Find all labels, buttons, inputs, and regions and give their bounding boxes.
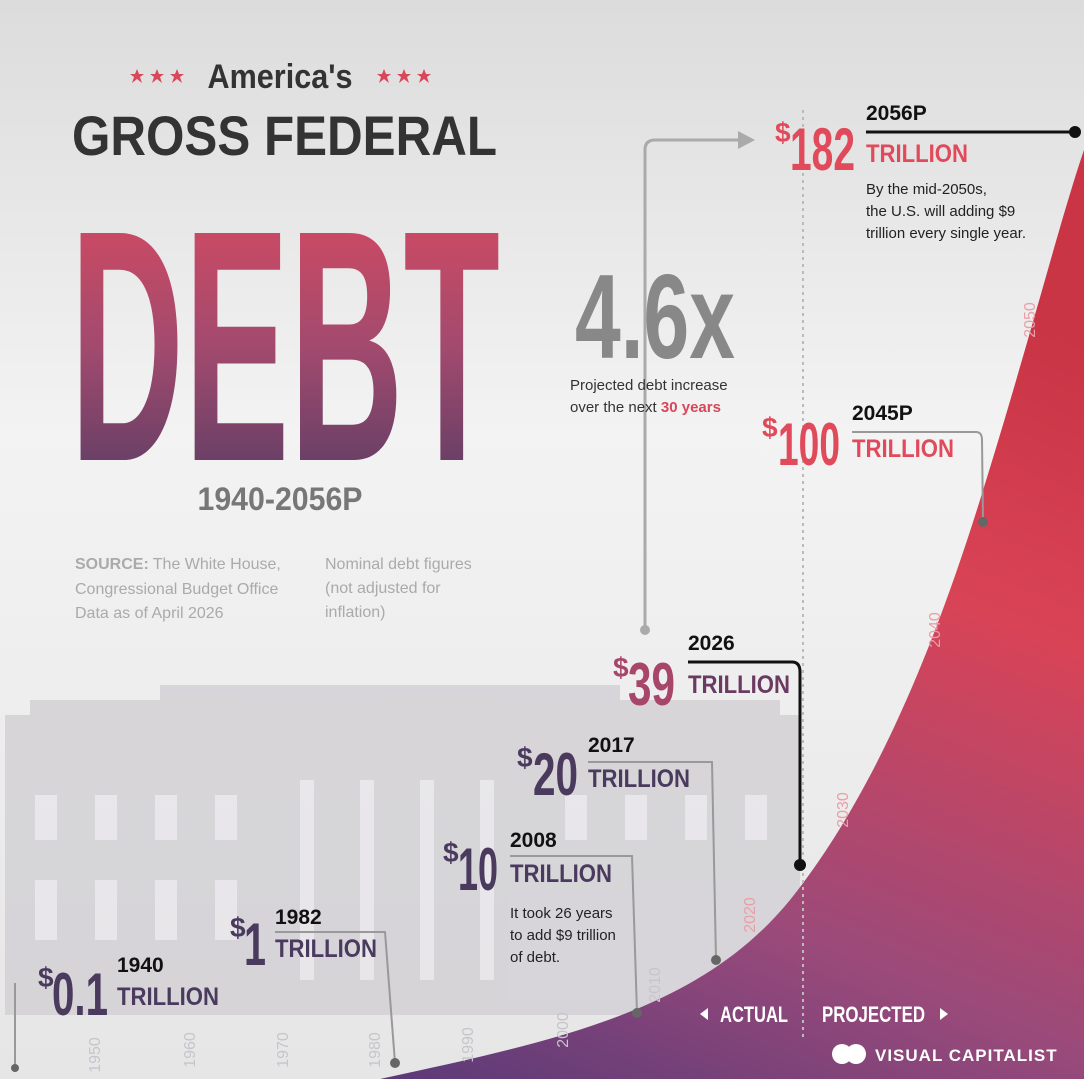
amount: 182 xyxy=(790,116,855,183)
source-line: SOURCE: The White House, xyxy=(75,556,281,573)
unit: TRILLION xyxy=(117,983,219,1011)
currency: $ xyxy=(762,412,778,443)
milestone-note: to add $9 trillion xyxy=(510,927,616,944)
left-arrow xyxy=(700,1008,708,1020)
source-text: The White House, xyxy=(153,556,281,573)
milestone-note: of debt. xyxy=(510,949,560,966)
year: 2056P xyxy=(866,102,927,125)
multiplier: 4.6x xyxy=(575,250,735,384)
arrow-dot xyxy=(640,625,650,635)
connector xyxy=(588,761,717,961)
year-axis-label: 1990 xyxy=(460,1027,477,1063)
amount: 100 xyxy=(778,411,840,478)
right-arrow xyxy=(940,1008,948,1020)
year-axis-label: 1960 xyxy=(182,1032,199,1068)
year-axis-label: 2000 xyxy=(555,1012,572,1048)
currency: $ xyxy=(613,652,629,683)
connector xyxy=(852,431,984,523)
amount: 10 xyxy=(458,836,498,903)
multiplier-caption: over the next 30 years xyxy=(570,399,721,416)
actual-label: ACTUAL xyxy=(720,1002,788,1027)
connector-dot xyxy=(794,859,806,871)
connector-dot xyxy=(11,1064,19,1072)
note-line: (not adjusted for xyxy=(325,580,441,597)
connector xyxy=(510,855,638,1014)
source-line: Data as of April 2026 xyxy=(75,605,224,622)
connector xyxy=(688,660,802,865)
year-axis-label: 1950 xyxy=(87,1037,104,1073)
amount: 20 xyxy=(533,741,578,808)
milestone-note: It took 26 years xyxy=(510,905,613,922)
source-line: Congressional Budget Office xyxy=(75,581,278,598)
year-axis-label: 2040 xyxy=(927,612,944,648)
title: GROSS FEDERAL xyxy=(72,104,497,167)
white-house xyxy=(5,685,800,1015)
arrow xyxy=(643,138,745,630)
milestone-note: the U.S. will adding $9 xyxy=(866,203,1015,220)
year: 2017 xyxy=(588,734,635,757)
unit: TRILLION xyxy=(852,435,954,463)
year: 2026 xyxy=(688,632,735,655)
logo xyxy=(832,1044,866,1064)
year: 1940 xyxy=(117,954,164,977)
currency: $ xyxy=(517,742,533,773)
connector xyxy=(275,931,396,1064)
year-axis-label: 2050 xyxy=(1022,302,1039,338)
year-axis-label: 2010 xyxy=(647,967,664,1003)
currency: $ xyxy=(443,837,459,868)
connector-dot xyxy=(390,1058,400,1068)
subtitle: America's xyxy=(208,58,353,96)
connector-dot xyxy=(632,1008,642,1018)
multiplier-caption: Projected debt increase xyxy=(570,377,728,394)
headline: DEBT xyxy=(70,161,500,530)
unit: TRILLION xyxy=(866,140,968,168)
arrow-head xyxy=(738,131,755,149)
year: 2045P xyxy=(852,402,913,425)
stars xyxy=(130,69,431,83)
connector-dot xyxy=(1069,126,1081,138)
note-line: inflation) xyxy=(325,604,385,621)
amount: 39 xyxy=(628,651,675,718)
debt-curve xyxy=(380,150,1084,1079)
currency: $ xyxy=(38,962,54,993)
year: 2008 xyxy=(510,829,557,852)
note-line: Nominal debt figures xyxy=(325,556,472,573)
caption-text: over the next xyxy=(570,399,661,416)
amount: 0.1 xyxy=(52,961,108,1028)
caption-highlight: 30 years xyxy=(661,399,721,416)
source-label: SOURCE: xyxy=(75,556,149,573)
year: 1982 xyxy=(275,906,322,929)
year-axis-label: 1970 xyxy=(275,1032,292,1068)
unit: TRILLION xyxy=(275,935,377,963)
currency: $ xyxy=(230,912,246,943)
year-axis-label: 1980 xyxy=(367,1032,384,1068)
brand: VISUAL CAPITALIST xyxy=(875,1046,1058,1065)
currency: $ xyxy=(775,117,791,148)
milestone-note: trillion every single year. xyxy=(866,225,1026,242)
period: 1940-2056P xyxy=(198,481,363,517)
connector-dot xyxy=(978,517,988,527)
milestone-note: By the mid-2050s, xyxy=(866,181,987,198)
unit: TRILLION xyxy=(588,765,690,793)
year-axis-label: 2030 xyxy=(835,792,852,828)
amount: 1 xyxy=(244,911,266,978)
connector-dot xyxy=(711,955,721,965)
unit: TRILLION xyxy=(688,671,790,699)
unit: TRILLION xyxy=(510,860,612,888)
year-axis-label: 2020 xyxy=(742,897,759,933)
texts: SOURCE: The White House, Congressional Bud… xyxy=(11,102,1081,1073)
projected-label: PROJECTED xyxy=(822,1002,925,1027)
